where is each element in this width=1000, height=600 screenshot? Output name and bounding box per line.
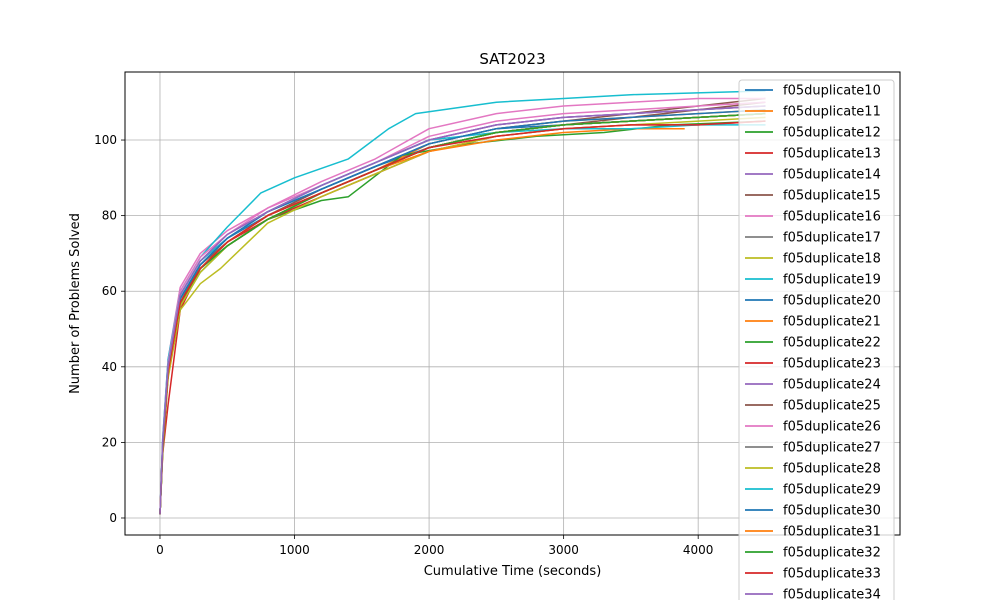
series-line-f05duplicate24 [159, 105, 766, 515]
legend-label: f05duplicate15 [783, 189, 881, 204]
y-tick-label: 100 [94, 133, 117, 147]
legend-label: f05duplicate31 [783, 525, 881, 540]
y-axis-label: Number of Problems Solved [68, 213, 83, 394]
legend-label: f05duplicate21 [783, 315, 881, 330]
legend-label: f05duplicate34 [783, 588, 881, 600]
chart-title: SAT2023 [479, 50, 545, 68]
series-line-f05duplicate11 [159, 109, 766, 515]
plot-area-frame [124, 71, 901, 536]
legend-label: f05duplicate24 [783, 378, 881, 393]
series-line-f05duplicate10 [159, 112, 766, 515]
series-line-f05duplicate19 [159, 90, 766, 515]
y-tick-label: 80 [102, 209, 117, 223]
series-line-f05duplicate13 [159, 120, 766, 515]
legend-label: f05duplicate25 [783, 399, 881, 414]
y-tick-label: 60 [102, 284, 117, 298]
legend-label: f05duplicate20 [783, 294, 881, 309]
series-line-f05duplicate17 [159, 112, 766, 515]
series-line-f05duplicate12 [159, 120, 766, 515]
y-tick-label: 40 [102, 360, 117, 374]
series-line-f05duplicate32 [159, 112, 766, 515]
legend-label: f05duplicate14 [783, 168, 881, 183]
series-line-f05duplicate15 [159, 97, 766, 515]
legend-label: f05duplicate19 [783, 273, 881, 288]
series-line-f05duplicate27 [159, 112, 766, 515]
y-tick-label: 0 [109, 511, 117, 525]
series-line-f05duplicate14 [159, 105, 766, 515]
x-tick-label: 1000 [279, 543, 310, 557]
legend-label: f05duplicate30 [783, 504, 881, 519]
series-line-f05duplicate18 [159, 116, 766, 515]
x-tick-label: 3000 [548, 543, 579, 557]
legend-label: f05duplicate10 [783, 84, 881, 99]
series-line-f05duplicate34 [159, 105, 766, 515]
legend-label: f05duplicate17 [783, 231, 881, 246]
legend-label: f05duplicate27 [783, 441, 881, 456]
series-line-f05duplicate22 [159, 112, 766, 515]
legend-label: f05duplicate11 [783, 105, 881, 120]
legend-box [738, 79, 895, 600]
series-line-f05duplicate28 [159, 112, 766, 515]
legend-label: f05duplicate33 [783, 567, 881, 582]
legend-label: f05duplicate23 [783, 357, 881, 372]
series-line-f05duplicate33 [159, 120, 766, 515]
series-line-f05duplicate26 [159, 101, 766, 515]
series-layer [159, 90, 766, 515]
series-line-f05duplicate29 [159, 124, 766, 515]
series-line-f05duplicate31 [159, 112, 766, 515]
x-tick-label: 0 [156, 543, 164, 557]
x-tick-label: 4000 [683, 543, 714, 557]
legend-label: f05duplicate13 [783, 147, 881, 162]
series-line-f05duplicate23 [159, 112, 766, 515]
series-line-f05duplicate21 [159, 127, 685, 515]
legend-label: f05duplicate26 [783, 420, 881, 435]
legend: f05duplicate10 f05duplicate11 f05duplicate… [738, 79, 895, 600]
legend-label: f05duplicate16 [783, 210, 881, 225]
x-tick-label: 2000 [414, 543, 445, 557]
legend-label: f05duplicate22 [783, 336, 881, 351]
series-line-f05duplicate20 [159, 112, 766, 515]
legend-label: f05duplicate28 [783, 462, 881, 477]
series-line-f05duplicate30 [159, 109, 766, 515]
series-line-f05duplicate25 [159, 101, 766, 515]
y-tick-label: 20 [102, 435, 117, 449]
tick-layer: 0 1000 2000 3000 4000 0 20 40 60 80 100 [94, 133, 713, 557]
legend-label: f05duplicate29 [783, 483, 881, 498]
legend-label: f05duplicate32 [783, 546, 881, 561]
legend-label: f05duplicate18 [783, 252, 881, 267]
x-axis-label: Cumulative Time (seconds) [424, 564, 602, 579]
series-line-f05duplicate16 [159, 97, 766, 515]
legend-label: f05duplicate12 [783, 126, 881, 141]
